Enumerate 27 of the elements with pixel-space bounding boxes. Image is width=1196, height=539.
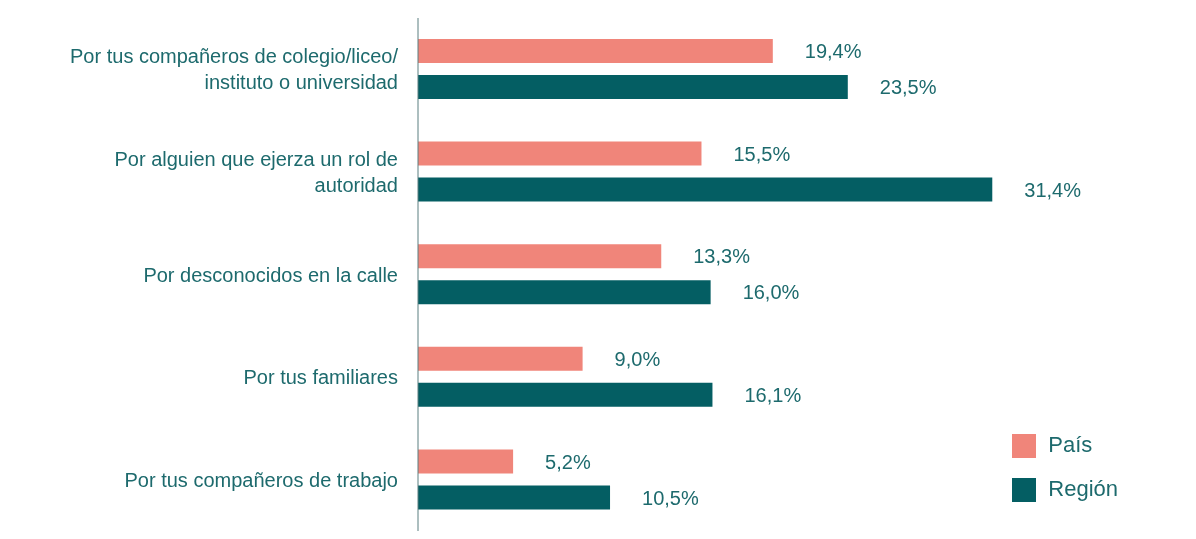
y-tick-label: Por tus familiares bbox=[243, 366, 398, 389]
data-label: 23,5% bbox=[879, 76, 937, 99]
bar bbox=[418, 346, 583, 371]
bar bbox=[418, 39, 773, 63]
bar bbox=[418, 280, 711, 305]
data-label: 16,0% bbox=[742, 281, 800, 304]
y-tick-label: Por tus compañeros de trabajo bbox=[124, 468, 398, 491]
y-tick-label: Por alguien que ejerza un rol de autoridad bbox=[114, 147, 398, 196]
data-label: 16,1% bbox=[744, 383, 802, 406]
data-label: 5,2% bbox=[545, 450, 591, 473]
data-label: 9,0% bbox=[614, 347, 661, 370]
legend-label: País bbox=[1048, 432, 1093, 457]
data-label: 31,4% bbox=[1024, 178, 1082, 201]
data-label: 19,4% bbox=[804, 40, 862, 63]
y-tick-label: Por tus compañeros de colegio/liceo/ instituto o universidad bbox=[70, 45, 399, 94]
bar bbox=[418, 141, 702, 166]
y-tick-label: Por desconocidos en la calle bbox=[143, 263, 398, 286]
bar bbox=[418, 177, 993, 202]
legend-label: Región bbox=[1048, 476, 1118, 501]
data-label: 15,5% bbox=[733, 142, 791, 165]
data-label: 13,3% bbox=[693, 245, 751, 268]
bar bbox=[418, 449, 514, 474]
data-label: 10,5% bbox=[642, 486, 699, 509]
bar bbox=[418, 485, 611, 510]
bar bbox=[418, 382, 713, 407]
bar bbox=[418, 244, 662, 269]
bar bbox=[418, 75, 848, 99]
